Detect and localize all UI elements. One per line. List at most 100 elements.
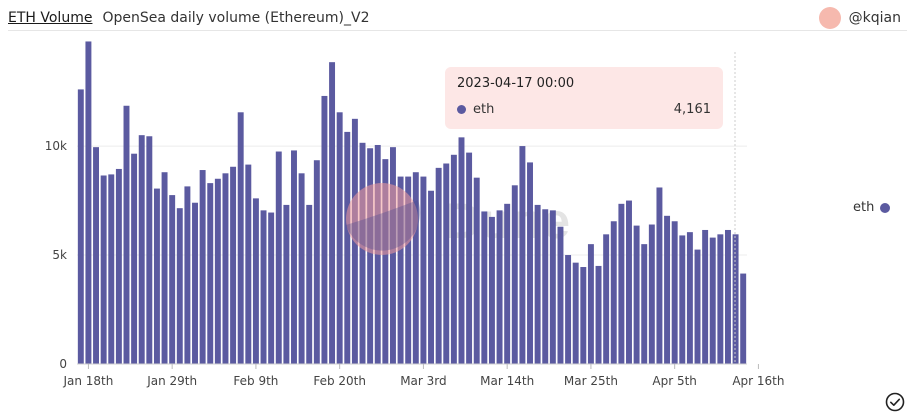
check-circle-icon[interactable] (885, 392, 905, 412)
bar[interactable] (359, 142, 366, 364)
bar[interactable] (131, 153, 138, 364)
bar[interactable] (740, 273, 747, 364)
bar[interactable] (450, 154, 457, 364)
x-tick-label: Feb 9th (233, 374, 278, 388)
bar[interactable] (496, 210, 503, 364)
bar[interactable] (405, 176, 412, 364)
bar[interactable] (313, 160, 320, 364)
bar[interactable] (481, 211, 488, 364)
bar[interactable] (222, 173, 229, 364)
y-tick-label: 10k (45, 139, 67, 153)
bar[interactable] (397, 176, 404, 364)
bar[interactable] (626, 200, 632, 364)
bar[interactable] (138, 135, 145, 364)
bar[interactable] (679, 235, 686, 364)
bar[interactable] (192, 202, 198, 364)
bar[interactable] (587, 244, 594, 364)
bar[interactable] (435, 167, 442, 364)
bar[interactable] (123, 105, 130, 364)
bar[interactable] (412, 172, 419, 364)
bar[interactable] (732, 234, 739, 364)
bars (77, 41, 747, 365)
bar[interactable] (466, 152, 473, 364)
bar[interactable] (291, 150, 297, 364)
bar[interactable] (382, 159, 389, 364)
bar[interactable] (572, 262, 579, 364)
bar[interactable] (146, 136, 153, 364)
bar[interactable] (633, 225, 640, 364)
bar[interactable] (725, 229, 731, 364)
bar[interactable] (169, 195, 176, 364)
bar[interactable] (488, 216, 495, 364)
bar[interactable] (344, 131, 351, 364)
bar[interactable] (473, 177, 480, 364)
bar[interactable] (207, 183, 214, 364)
bar[interactable] (527, 162, 533, 364)
bar[interactable] (268, 212, 275, 364)
bar[interactable] (283, 204, 290, 364)
bar[interactable] (115, 168, 122, 364)
bar[interactable] (504, 203, 511, 364)
bar[interactable] (420, 176, 427, 364)
x-tick-label: Jan 18th (62, 374, 113, 388)
bar[interactable] (519, 146, 526, 364)
bar[interactable] (161, 172, 168, 364)
bar[interactable] (458, 137, 465, 364)
bar[interactable] (610, 221, 617, 364)
bar[interactable] (671, 221, 678, 364)
bar[interactable] (176, 208, 183, 364)
bar[interactable] (603, 234, 610, 364)
bar[interactable] (390, 147, 396, 364)
bar[interactable] (275, 151, 282, 364)
dune-logo-shade (346, 200, 421, 251)
bar[interactable] (565, 255, 572, 364)
bar[interactable] (534, 204, 541, 364)
bar[interactable] (443, 163, 450, 365)
bar[interactable] (252, 198, 259, 364)
bar[interactable] (230, 166, 237, 364)
bar[interactable] (237, 112, 244, 364)
bar[interactable] (329, 62, 336, 365)
bar[interactable] (717, 234, 724, 364)
bar[interactable] (557, 226, 564, 364)
bar[interactable] (709, 237, 716, 364)
bar[interactable] (184, 186, 191, 364)
bar[interactable] (618, 203, 625, 364)
bar[interactable] (93, 147, 99, 364)
x-tick-label: Jan 29th (146, 374, 197, 388)
bar[interactable] (648, 224, 655, 364)
bar[interactable] (702, 229, 709, 364)
bar[interactable] (694, 249, 701, 364)
bar[interactable] (214, 178, 221, 364)
bar[interactable] (199, 170, 206, 364)
bar[interactable] (542, 209, 549, 364)
bar[interactable] (686, 232, 693, 364)
bar[interactable] (298, 173, 305, 364)
bar[interactable] (428, 190, 434, 364)
y-tick-label: 0 (59, 357, 67, 371)
x-tick-label: Apr 16th (732, 374, 784, 388)
bar[interactable] (595, 265, 602, 364)
bar[interactable] (260, 210, 267, 364)
legend-dot (880, 202, 891, 213)
bar[interactable] (336, 112, 343, 364)
chart-title-link[interactable]: ETH Volume (8, 10, 93, 26)
bar[interactable] (641, 244, 648, 364)
bar[interactable] (549, 210, 556, 364)
author-badge[interactable]: @kqian (818, 7, 901, 29)
bar[interactable] (306, 204, 313, 364)
bar[interactable] (85, 41, 92, 365)
y-tick-label: 5k (52, 248, 67, 262)
bar[interactable] (77, 89, 84, 364)
bar[interactable] (100, 175, 107, 364)
bar[interactable] (321, 95, 328, 364)
bar[interactable] (511, 185, 518, 364)
bar[interactable] (580, 267, 587, 364)
chart-legend[interactable]: eth (853, 200, 891, 215)
bar[interactable] (367, 148, 374, 364)
bar[interactable] (153, 188, 160, 364)
bar[interactable] (656, 187, 663, 364)
bar[interactable] (664, 215, 671, 364)
bar[interactable] (108, 174, 115, 364)
bar[interactable] (245, 164, 252, 364)
